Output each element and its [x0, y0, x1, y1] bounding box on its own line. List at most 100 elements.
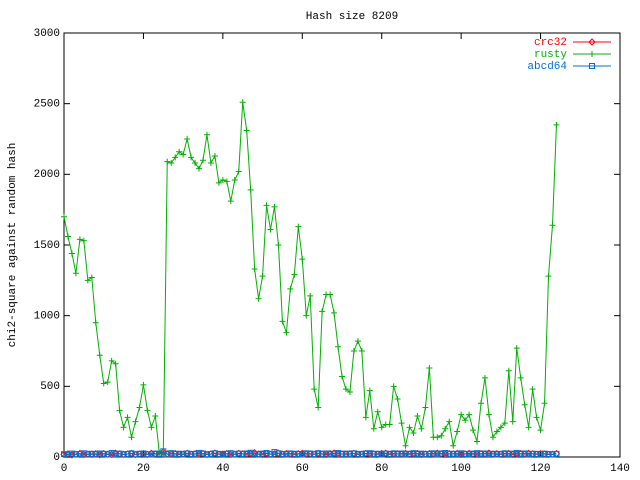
point: [446, 418, 453, 425]
point: [470, 450, 477, 457]
point: [418, 450, 425, 457]
point: [386, 421, 393, 428]
y-tick-label: 1500: [34, 240, 60, 252]
point: [176, 148, 183, 155]
point: [132, 418, 139, 425]
point: [283, 451, 290, 458]
point: [430, 450, 437, 457]
point: [354, 450, 361, 457]
point: [374, 450, 381, 457]
point: [426, 364, 433, 371]
point: [215, 450, 222, 457]
legend-marker: [589, 51, 595, 57]
point: [481, 374, 488, 381]
point: [128, 450, 135, 457]
point: [319, 450, 326, 457]
point: [136, 450, 143, 457]
point: [462, 417, 469, 424]
point: [362, 450, 369, 457]
point: [283, 329, 290, 336]
point: [255, 451, 262, 458]
point: [315, 404, 322, 411]
point: [128, 434, 135, 441]
point: [68, 450, 75, 457]
point: [200, 450, 206, 457]
y-tick-label: 0: [53, 452, 60, 464]
point: [342, 386, 349, 393]
point: [291, 450, 298, 457]
point: [370, 425, 377, 432]
point: [307, 450, 314, 457]
legend-label: crc32: [534, 37, 567, 49]
x-tick-label: 60: [296, 463, 309, 475]
point: [541, 450, 548, 457]
point: [541, 400, 548, 407]
point: [88, 274, 95, 281]
point: [172, 154, 179, 161]
point: [390, 450, 397, 457]
point: [72, 270, 79, 277]
point: [104, 451, 111, 458]
point: [442, 450, 449, 457]
legend-label: abcd64: [527, 61, 567, 73]
point: [339, 451, 345, 458]
point: [525, 424, 532, 431]
x-tick-label: 100: [451, 463, 471, 475]
point: [434, 434, 441, 441]
point: [84, 451, 91, 458]
point: [263, 450, 270, 457]
x-tick-label: 40: [216, 463, 229, 475]
point: [323, 450, 330, 457]
point: [235, 450, 242, 457]
x-tick-label: 80: [375, 463, 388, 475]
point: [144, 407, 151, 414]
point: [227, 198, 234, 205]
point: [553, 121, 560, 128]
point: [92, 451, 99, 458]
point: [64, 451, 71, 458]
series-line: [63, 102, 557, 455]
point: [203, 131, 210, 138]
point: [275, 450, 282, 457]
point: [493, 428, 500, 435]
point: [176, 450, 183, 457]
point: [120, 451, 127, 458]
point: [394, 451, 401, 458]
point: [410, 429, 417, 436]
point: [92, 319, 99, 326]
point: [88, 450, 95, 457]
point: [148, 424, 155, 431]
point: [180, 151, 187, 158]
point: [342, 450, 349, 457]
point: [192, 160, 199, 167]
point: [287, 285, 294, 292]
point: [196, 165, 203, 172]
point: [64, 233, 71, 240]
point: [350, 450, 357, 457]
point: [414, 451, 421, 458]
point: [76, 451, 83, 458]
point: [124, 414, 131, 421]
point: [509, 418, 516, 425]
point: [247, 449, 254, 456]
y-tick-label: 2000: [34, 169, 60, 181]
point: [68, 250, 75, 257]
point: [207, 451, 214, 458]
point: [303, 312, 310, 319]
point: [172, 451, 179, 458]
point: [350, 348, 357, 354]
point: [223, 450, 230, 457]
point: [529, 450, 536, 457]
point: [537, 427, 544, 434]
point: [358, 348, 365, 354]
point: [366, 450, 373, 457]
legend-marker: [588, 38, 596, 46]
point: [327, 291, 334, 298]
point: [474, 450, 481, 457]
point: [188, 450, 195, 457]
point: [223, 178, 230, 185]
point: [521, 401, 528, 408]
point: [96, 450, 103, 457]
point: [358, 451, 365, 458]
point: [454, 451, 461, 458]
